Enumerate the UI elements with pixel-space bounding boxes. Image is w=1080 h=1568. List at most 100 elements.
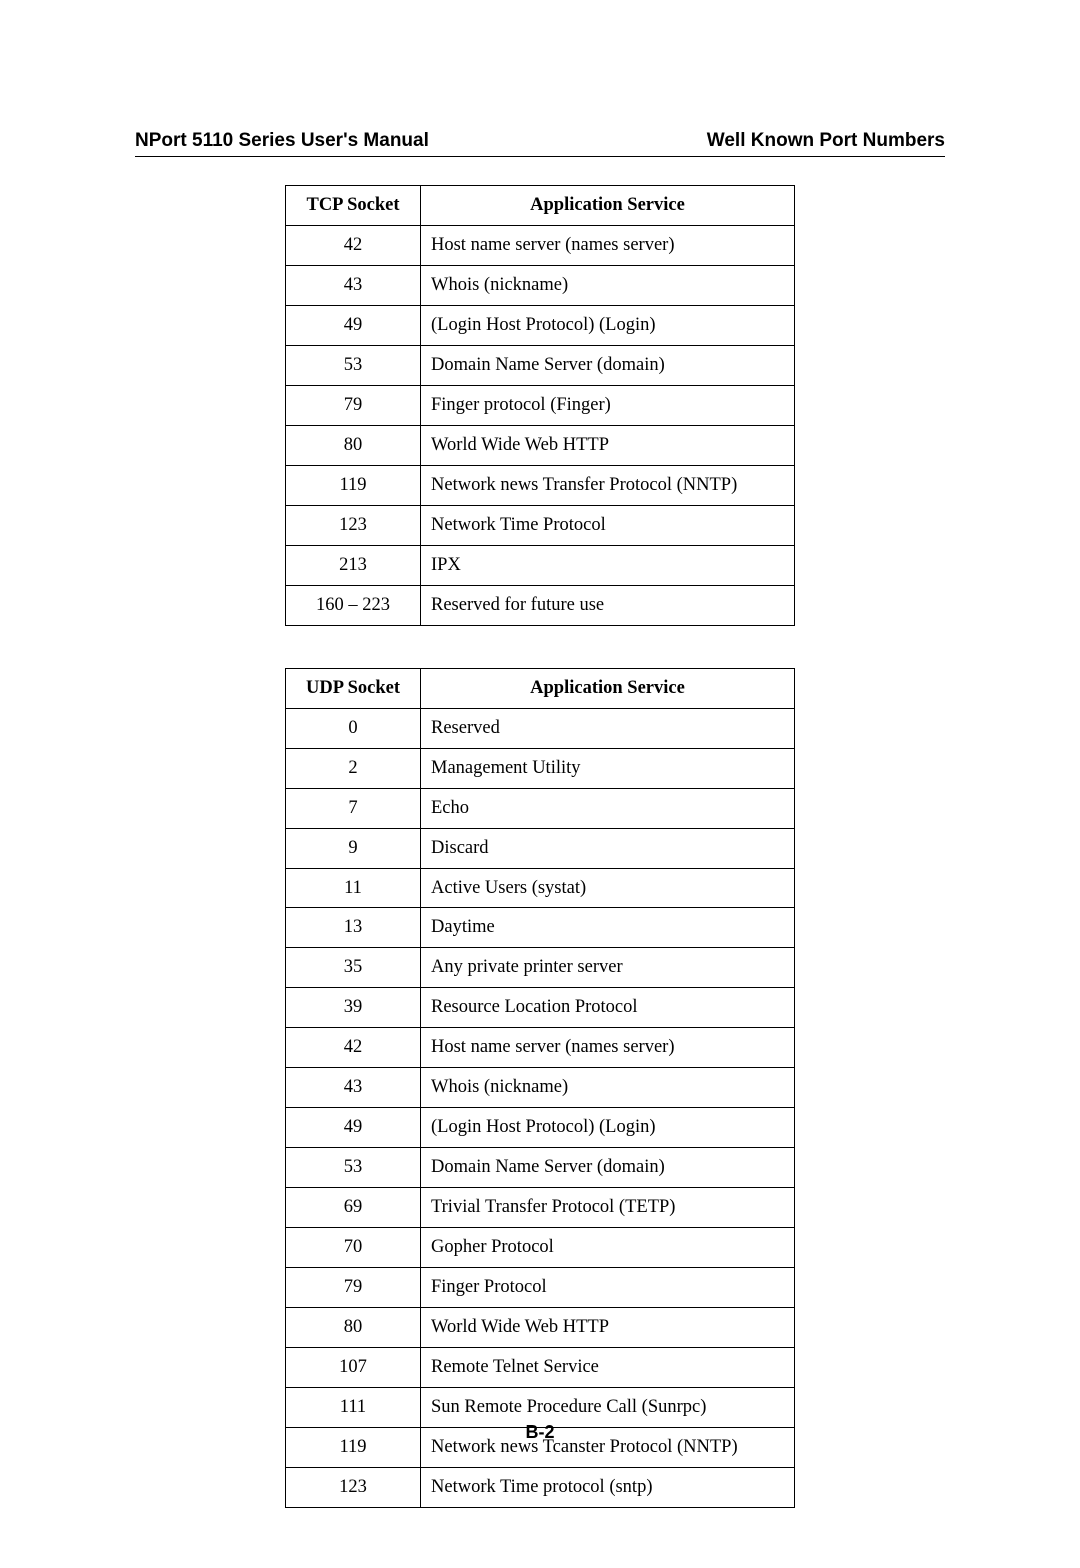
socket-cell: 53 bbox=[286, 345, 421, 385]
table-row: 49(Login Host Protocol) (Login) bbox=[286, 1108, 795, 1148]
table-header-row: UDP Socket Application Service bbox=[286, 668, 795, 708]
service-cell: Trivial Transfer Protocol (TETP) bbox=[421, 1188, 795, 1228]
table-row: 160 – 223Reserved for future use bbox=[286, 585, 795, 625]
table-row: 49(Login Host Protocol) (Login) bbox=[286, 305, 795, 345]
socket-cell: 9 bbox=[286, 828, 421, 868]
header-right-title: Well Known Port Numbers bbox=[707, 130, 945, 152]
socket-cell: 119 bbox=[286, 465, 421, 505]
service-cell: Whois (nickname) bbox=[421, 265, 795, 305]
tcp-table-body: 42Host name server (names server)43Whois… bbox=[286, 225, 795, 625]
socket-cell: 39 bbox=[286, 988, 421, 1028]
udp-table-body: 0Reserved2Management Utility7Echo9Discar… bbox=[286, 708, 795, 1507]
table-row: 0Reserved bbox=[286, 708, 795, 748]
service-cell: Whois (nickname) bbox=[421, 1068, 795, 1108]
table-row: 79Finger Protocol bbox=[286, 1268, 795, 1308]
table-row: 2Management Utility bbox=[286, 748, 795, 788]
socket-cell: 43 bbox=[286, 265, 421, 305]
table-row: 11Active Users (systat) bbox=[286, 868, 795, 908]
table-row: 69Trivial Transfer Protocol (TETP) bbox=[286, 1188, 795, 1228]
table-row: 42Host name server (names server) bbox=[286, 1028, 795, 1068]
table-row: 42Host name server (names server) bbox=[286, 225, 795, 265]
udp-socket-table: UDP Socket Application Service 0Reserved… bbox=[285, 668, 795, 1508]
socket-cell: 53 bbox=[286, 1148, 421, 1188]
table-row: 35Any private printer server bbox=[286, 948, 795, 988]
service-cell: Management Utility bbox=[421, 748, 795, 788]
service-cell: Host name server (names server) bbox=[421, 225, 795, 265]
page-number: B-2 bbox=[0, 1422, 1080, 1443]
tables-container: TCP Socket Application Service 42Host na… bbox=[135, 185, 945, 1508]
table-row: 123Network Time protocol (sntp) bbox=[286, 1468, 795, 1508]
socket-cell: 107 bbox=[286, 1348, 421, 1388]
socket-cell: 49 bbox=[286, 1108, 421, 1148]
document-page: NPort 5110 Series User's Manual Well Kno… bbox=[0, 0, 1080, 1568]
socket-cell: 11 bbox=[286, 868, 421, 908]
service-cell: World Wide Web HTTP bbox=[421, 425, 795, 465]
tcp-col1-header: TCP Socket bbox=[286, 186, 421, 226]
service-cell: Finger Protocol bbox=[421, 1268, 795, 1308]
service-cell: Network Time Protocol bbox=[421, 505, 795, 545]
socket-cell: 80 bbox=[286, 425, 421, 465]
header-left-title: NPort 5110 Series User's Manual bbox=[135, 130, 429, 152]
socket-cell: 43 bbox=[286, 1068, 421, 1108]
table-row: 43Whois (nickname) bbox=[286, 1068, 795, 1108]
table-row: 70Gopher Protocol bbox=[286, 1228, 795, 1268]
service-cell: Network Time protocol (sntp) bbox=[421, 1468, 795, 1508]
service-cell: Echo bbox=[421, 788, 795, 828]
table-header-row: TCP Socket Application Service bbox=[286, 186, 795, 226]
service-cell: Domain Name Server (domain) bbox=[421, 1148, 795, 1188]
service-cell: Reserved for future use bbox=[421, 585, 795, 625]
table-row: 53Domain Name Server (domain) bbox=[286, 345, 795, 385]
socket-cell: 42 bbox=[286, 225, 421, 265]
table-row: 79Finger protocol (Finger) bbox=[286, 385, 795, 425]
table-row: 107Remote Telnet Service bbox=[286, 1348, 795, 1388]
service-cell: Any private printer server bbox=[421, 948, 795, 988]
table-row: 53Domain Name Server (domain) bbox=[286, 1148, 795, 1188]
table-row: 9Discard bbox=[286, 828, 795, 868]
socket-cell: 49 bbox=[286, 305, 421, 345]
socket-cell: 42 bbox=[286, 1028, 421, 1068]
service-cell: Domain Name Server (domain) bbox=[421, 345, 795, 385]
service-cell: Finger protocol (Finger) bbox=[421, 385, 795, 425]
socket-cell: 35 bbox=[286, 948, 421, 988]
socket-cell: 79 bbox=[286, 385, 421, 425]
table-row: 213IPX bbox=[286, 545, 795, 585]
socket-cell: 13 bbox=[286, 908, 421, 948]
tcp-col2-header: Application Service bbox=[421, 186, 795, 226]
table-row: 80World Wide Web HTTP bbox=[286, 425, 795, 465]
service-cell: Discard bbox=[421, 828, 795, 868]
service-cell: Remote Telnet Service bbox=[421, 1348, 795, 1388]
table-row: 39Resource Location Protocol bbox=[286, 988, 795, 1028]
service-cell: Host name server (names server) bbox=[421, 1028, 795, 1068]
table-row: 7Echo bbox=[286, 788, 795, 828]
table-row: 80World Wide Web HTTP bbox=[286, 1308, 795, 1348]
page-header: NPort 5110 Series User's Manual Well Kno… bbox=[135, 130, 945, 157]
table-row: 13Daytime bbox=[286, 908, 795, 948]
service-cell: (Login Host Protocol) (Login) bbox=[421, 1108, 795, 1148]
service-cell: Gopher Protocol bbox=[421, 1228, 795, 1268]
tcp-socket-table: TCP Socket Application Service 42Host na… bbox=[285, 185, 795, 626]
udp-col1-header: UDP Socket bbox=[286, 668, 421, 708]
socket-cell: 123 bbox=[286, 505, 421, 545]
service-cell: Resource Location Protocol bbox=[421, 988, 795, 1028]
service-cell: Daytime bbox=[421, 908, 795, 948]
service-cell: Active Users (systat) bbox=[421, 868, 795, 908]
socket-cell: 80 bbox=[286, 1308, 421, 1348]
socket-cell: 123 bbox=[286, 1468, 421, 1508]
service-cell: World Wide Web HTTP bbox=[421, 1308, 795, 1348]
socket-cell: 2 bbox=[286, 748, 421, 788]
table-row: 43Whois (nickname) bbox=[286, 265, 795, 305]
socket-cell: 160 – 223 bbox=[286, 585, 421, 625]
socket-cell: 0 bbox=[286, 708, 421, 748]
service-cell: IPX bbox=[421, 545, 795, 585]
socket-cell: 213 bbox=[286, 545, 421, 585]
service-cell: Network news Transfer Protocol (NNTP) bbox=[421, 465, 795, 505]
table-row: 119Network news Transfer Protocol (NNTP) bbox=[286, 465, 795, 505]
socket-cell: 7 bbox=[286, 788, 421, 828]
service-cell: (Login Host Protocol) (Login) bbox=[421, 305, 795, 345]
table-row: 123Network Time Protocol bbox=[286, 505, 795, 545]
service-cell: Reserved bbox=[421, 708, 795, 748]
udp-col2-header: Application Service bbox=[421, 668, 795, 708]
socket-cell: 70 bbox=[286, 1228, 421, 1268]
socket-cell: 69 bbox=[286, 1188, 421, 1228]
socket-cell: 79 bbox=[286, 1268, 421, 1308]
